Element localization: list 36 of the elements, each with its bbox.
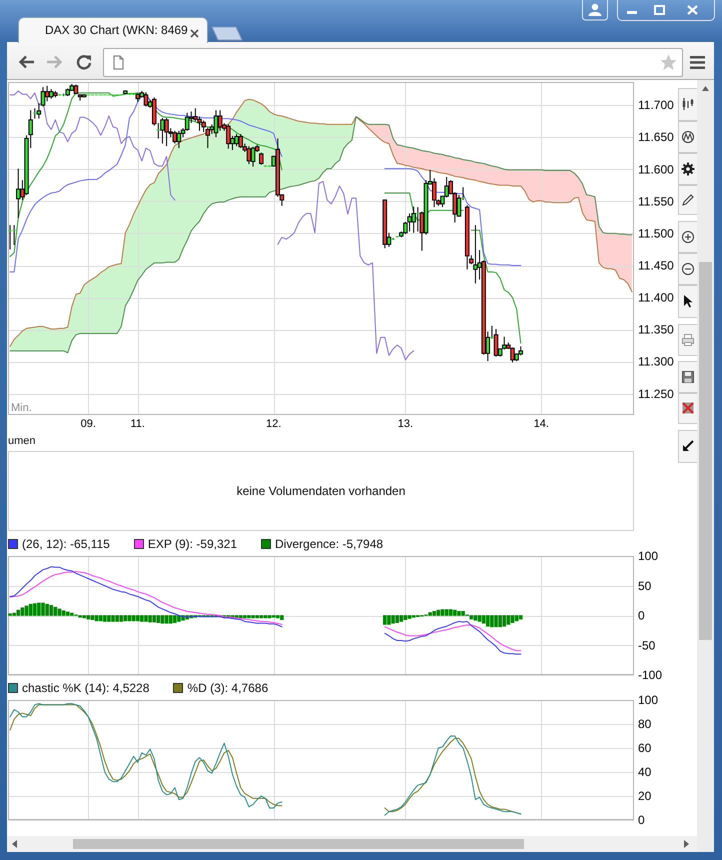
legend-label: chastic %K (14): 4,5228 xyxy=(22,681,150,695)
y-tick-label: 80 xyxy=(638,717,652,731)
x-tick-label: 12. xyxy=(266,418,282,430)
x-tick-label: 14. xyxy=(534,418,549,430)
y-tick-label: 11.250 xyxy=(638,386,674,401)
y-tick-label: 11.400 xyxy=(638,290,674,305)
y-tick-label: -100 xyxy=(638,668,662,682)
x-tick-label: 09. xyxy=(80,418,96,430)
y-tick-label: 40 xyxy=(638,765,652,779)
x-tick-label: 13. xyxy=(398,418,414,430)
text: umen xyxy=(8,435,36,447)
y-tick-label: 11.600 xyxy=(638,162,674,176)
y-tick-label: 11.500 xyxy=(638,226,674,240)
y-tick-label: 20 xyxy=(638,789,652,803)
legend-label: %D (3): 4,7686 xyxy=(187,681,268,695)
y-tick-label: 100 xyxy=(638,549,658,563)
y-tick-label: 11.550 xyxy=(638,194,674,208)
y-tick-label: 0 xyxy=(638,608,645,622)
y-tick-label: 100 xyxy=(638,693,658,707)
y-tick-label: 11.650 xyxy=(638,130,674,144)
chart-title: DAX 30 Chart (WKN: 8469 xyxy=(45,23,188,37)
y-tick-label: 11.700 xyxy=(638,98,674,112)
x-tick-label: 11. xyxy=(130,418,145,430)
y-tick-label: 11.300 xyxy=(638,354,674,369)
y-tick-label: 11.450 xyxy=(638,258,674,273)
annotation: Min. xyxy=(11,402,32,414)
text: keine Volumendaten vorhanden xyxy=(236,484,406,498)
legend-label: (26, 12): -65,115 xyxy=(22,537,110,551)
y-tick-label: 11.350 xyxy=(638,322,674,337)
y-tick-label: 60 xyxy=(638,741,652,755)
y-tick-label: 50 xyxy=(638,578,652,593)
y-tick-label: 0 xyxy=(638,813,645,827)
legend-label: Divergence: -5,7948 xyxy=(275,537,384,551)
legend-label: EXP (9): -59,321 xyxy=(148,537,238,551)
browser-tab: DAX 30 Chart (WKN: 8469 xyxy=(18,17,208,43)
y-tick-label: -50 xyxy=(638,638,656,652)
